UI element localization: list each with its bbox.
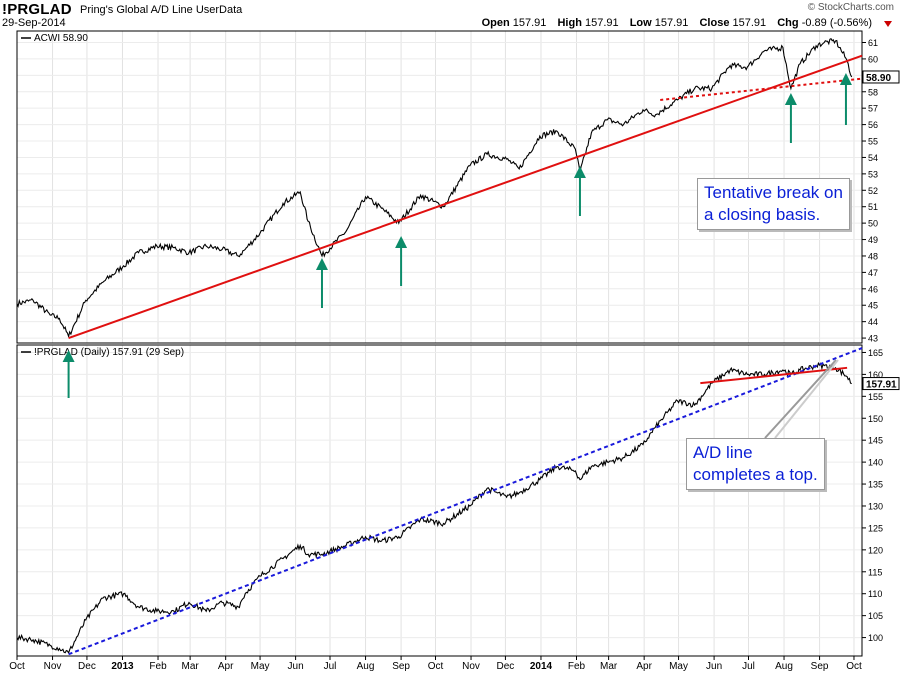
- y-tick-label: 52: [868, 186, 878, 196]
- trendline: [69, 348, 862, 654]
- legend-label: ACWI 58.90: [34, 33, 88, 44]
- annotation-completes-top: A/D line completes a top.: [686, 438, 825, 490]
- y-tick-label: 44: [868, 317, 878, 327]
- y-tick-label: 48: [868, 251, 878, 261]
- x-tick-label: Apr: [218, 661, 234, 672]
- y-tick-label: 110: [868, 589, 882, 599]
- x-tick-label: 2014: [530, 661, 553, 672]
- y-tick-label: 55: [868, 137, 878, 147]
- annotation-line: a closing basis.: [704, 204, 843, 226]
- x-tick-label: Nov: [462, 661, 480, 672]
- y-tick-label: 46: [868, 284, 878, 294]
- x-tick-label: Jun: [288, 661, 304, 672]
- y-tick-label: 54: [868, 153, 878, 163]
- y-tick-label: 60: [868, 54, 878, 64]
- x-tick-label: 2013: [111, 661, 134, 672]
- x-tick-label: Oct: [428, 661, 444, 672]
- x-tick-label: Feb: [149, 661, 167, 672]
- y-tick-label: 45: [868, 301, 878, 311]
- x-tick-label: Mar: [600, 661, 618, 672]
- y-tick-label: 115: [868, 567, 882, 577]
- up-arrow-icon: [395, 236, 407, 248]
- y-tick-label: 58: [868, 87, 878, 97]
- y-tick-label: 135: [868, 480, 883, 490]
- x-tick-label: Aug: [357, 661, 375, 672]
- y-tick-label: 125: [868, 523, 883, 533]
- up-arrow-icon: [574, 166, 586, 178]
- x-tick-label: Feb: [568, 661, 586, 672]
- y-tick-label: 61: [868, 38, 878, 48]
- x-tick-label: Sep: [392, 661, 410, 672]
- y-tick-label: 47: [868, 268, 878, 278]
- x-tick-label: Apr: [636, 661, 652, 672]
- last-value-label: 58.90: [866, 73, 891, 84]
- y-tick-label: 56: [868, 120, 878, 130]
- y-tick-label: 150: [868, 414, 883, 424]
- last-value-label: 157.91: [866, 380, 897, 391]
- y-tick-label: 43: [868, 334, 878, 344]
- y-tick-label: 130: [868, 501, 883, 511]
- x-tick-label: Jul: [742, 661, 755, 672]
- annotation-tentative-break: Tentative break on a closing basis.: [697, 178, 850, 230]
- x-tick-label: Sep: [811, 661, 829, 672]
- up-arrow-icon: [316, 258, 328, 270]
- y-tick-label: 105: [868, 611, 883, 621]
- y-tick-label: 165: [868, 348, 883, 358]
- y-tick-label: 155: [868, 392, 883, 402]
- y-tick-label: 120: [868, 545, 883, 555]
- y-tick-label: 49: [868, 235, 878, 245]
- annotation-line: Tentative break on: [704, 182, 843, 204]
- x-tick-label: Dec: [78, 661, 96, 672]
- y-tick-label: 100: [868, 633, 883, 643]
- annotation-line: A/D line: [693, 442, 818, 464]
- x-tick-label: May: [669, 661, 688, 672]
- up-arrow-icon: [785, 93, 797, 105]
- annotation-line: completes a top.: [693, 464, 818, 486]
- x-tick-label: Mar: [182, 661, 200, 672]
- x-tick-label: Jun: [706, 661, 722, 672]
- price-series-line: [17, 363, 852, 653]
- x-tick-label: Oct: [846, 661, 862, 672]
- x-tick-label: Aug: [775, 661, 793, 672]
- y-tick-label: 145: [868, 436, 883, 446]
- y-tick-label: 140: [868, 458, 883, 468]
- x-tick-label: Dec: [497, 661, 515, 672]
- x-tick-label: May: [251, 661, 270, 672]
- y-tick-label: 53: [868, 169, 878, 179]
- y-tick-label: 57: [868, 104, 878, 114]
- x-tick-label: Jul: [324, 661, 337, 672]
- y-tick-label: 50: [868, 219, 878, 229]
- x-tick-label: Oct: [9, 661, 25, 672]
- y-tick-label: 51: [868, 202, 878, 212]
- legend-label: !PRGLAD (Daily) 157.91 (29 Sep): [34, 347, 184, 358]
- x-tick-label: Nov: [44, 661, 62, 672]
